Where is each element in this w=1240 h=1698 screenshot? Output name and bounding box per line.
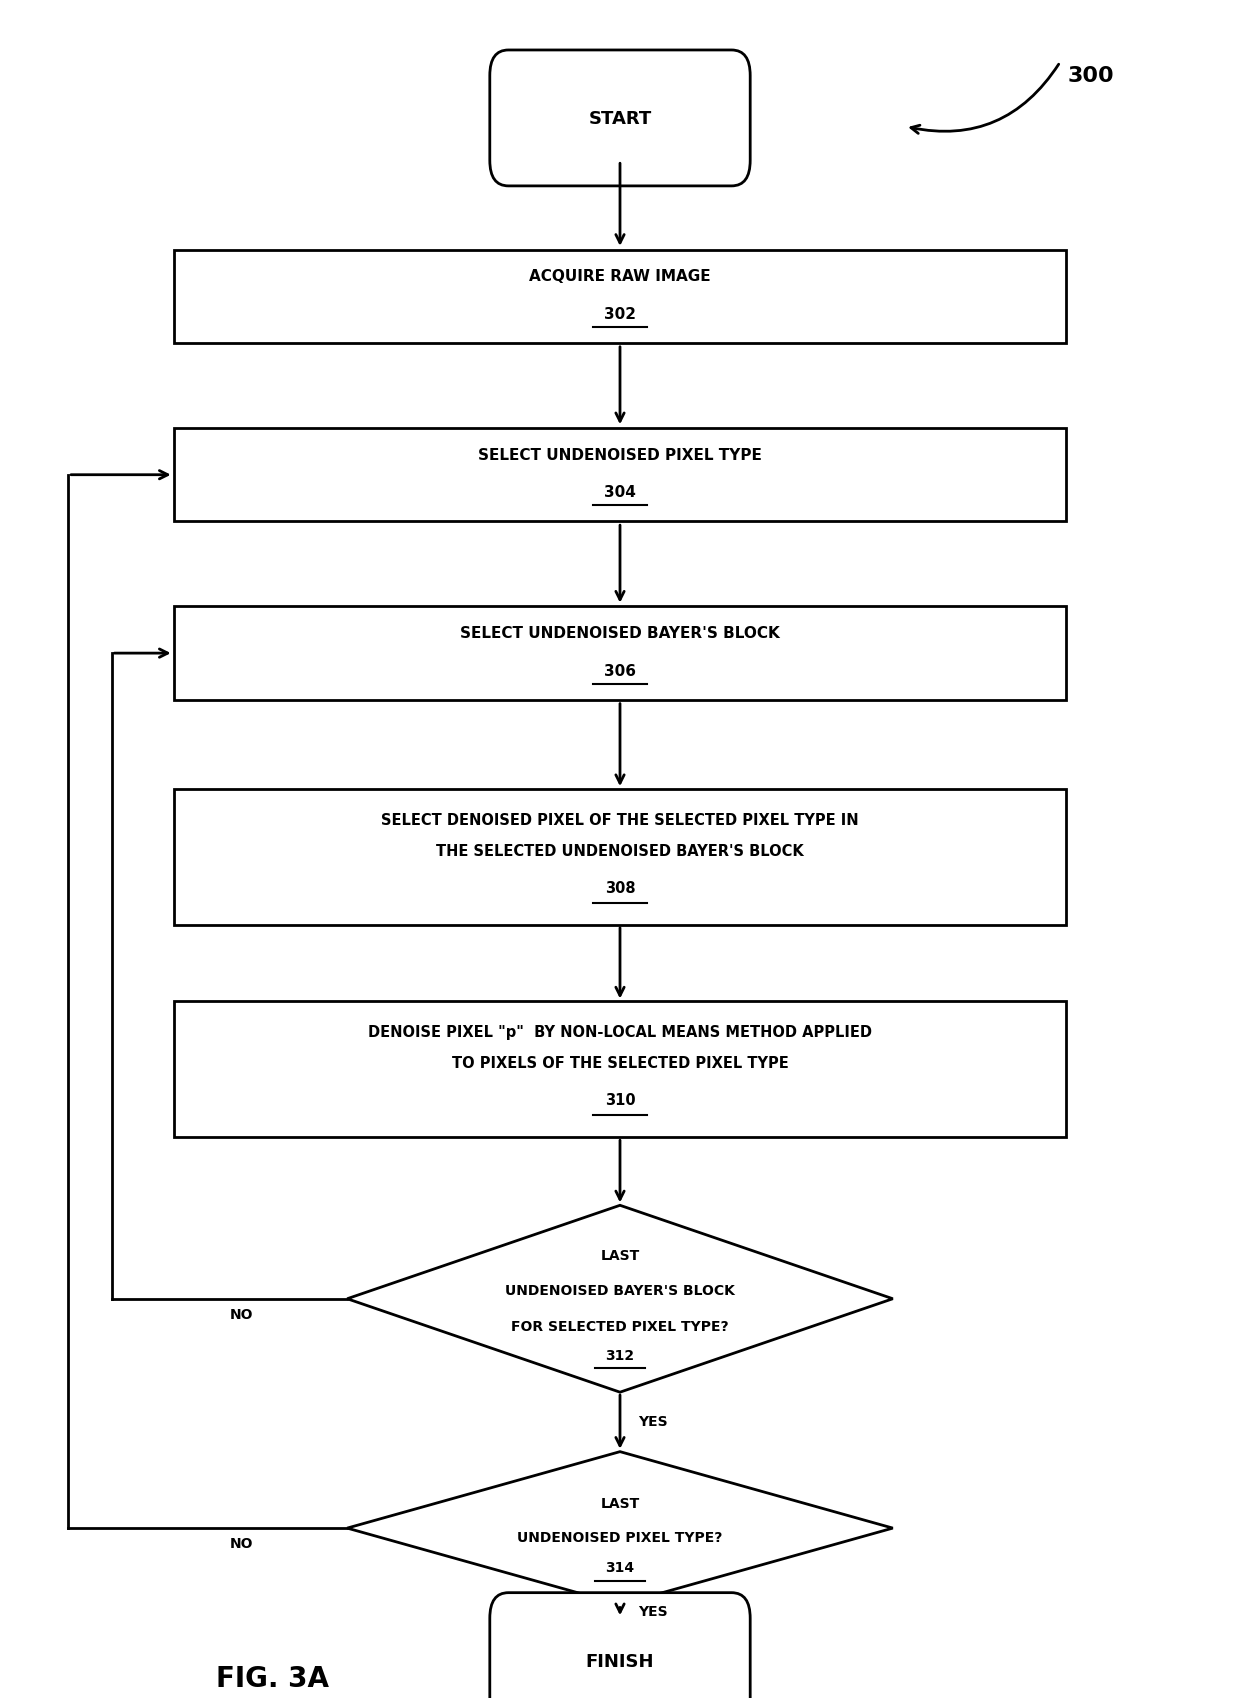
Text: TO PIXELS OF THE SELECTED PIXEL TYPE: TO PIXELS OF THE SELECTED PIXEL TYPE [451,1056,789,1070]
Text: 302: 302 [604,307,636,321]
Text: 306: 306 [604,664,636,678]
FancyBboxPatch shape [174,606,1066,700]
Text: 312: 312 [605,1348,635,1362]
Text: 300: 300 [1068,66,1115,87]
Polygon shape [347,1452,893,1605]
Text: 304: 304 [604,486,636,499]
Text: LAST: LAST [600,1496,640,1510]
FancyBboxPatch shape [490,51,750,187]
FancyBboxPatch shape [174,790,1066,925]
Text: SELECT DENOISED PIXEL OF THE SELECTED PIXEL TYPE IN: SELECT DENOISED PIXEL OF THE SELECTED PI… [381,813,859,827]
Text: LAST: LAST [600,1248,640,1262]
FancyBboxPatch shape [490,1593,750,1698]
FancyBboxPatch shape [174,430,1066,523]
Text: ACQUIRE RAW IMAGE: ACQUIRE RAW IMAGE [529,270,711,284]
Text: NO: NO [231,1537,253,1550]
Polygon shape [347,1206,893,1392]
Text: FIG. 3A: FIG. 3A [216,1664,330,1691]
FancyBboxPatch shape [174,250,1066,343]
Text: UNDENOISED PIXEL TYPE?: UNDENOISED PIXEL TYPE? [517,1530,723,1543]
Text: 314: 314 [605,1560,635,1574]
Text: YES: YES [639,1605,668,1618]
Text: SELECT UNDENOISED BAYER'S BLOCK: SELECT UNDENOISED BAYER'S BLOCK [460,627,780,640]
Text: UNDENOISED BAYER'S BLOCK: UNDENOISED BAYER'S BLOCK [505,1284,735,1297]
FancyBboxPatch shape [174,1002,1066,1138]
Text: DENOISE PIXEL "p"  BY NON-LOCAL MEANS METHOD APPLIED: DENOISE PIXEL "p" BY NON-LOCAL MEANS MET… [368,1026,872,1039]
Text: FOR SELECTED PIXEL TYPE?: FOR SELECTED PIXEL TYPE? [511,1319,729,1333]
Text: NO: NO [231,1307,253,1321]
Text: SELECT UNDENOISED PIXEL TYPE: SELECT UNDENOISED PIXEL TYPE [479,448,761,462]
Text: FINISH: FINISH [585,1652,655,1669]
Text: START: START [588,110,652,127]
Text: YES: YES [639,1414,668,1428]
Text: 308: 308 [605,881,635,895]
Text: THE SELECTED UNDENOISED BAYER'S BLOCK: THE SELECTED UNDENOISED BAYER'S BLOCK [436,844,804,857]
Text: 310: 310 [605,1094,635,1107]
